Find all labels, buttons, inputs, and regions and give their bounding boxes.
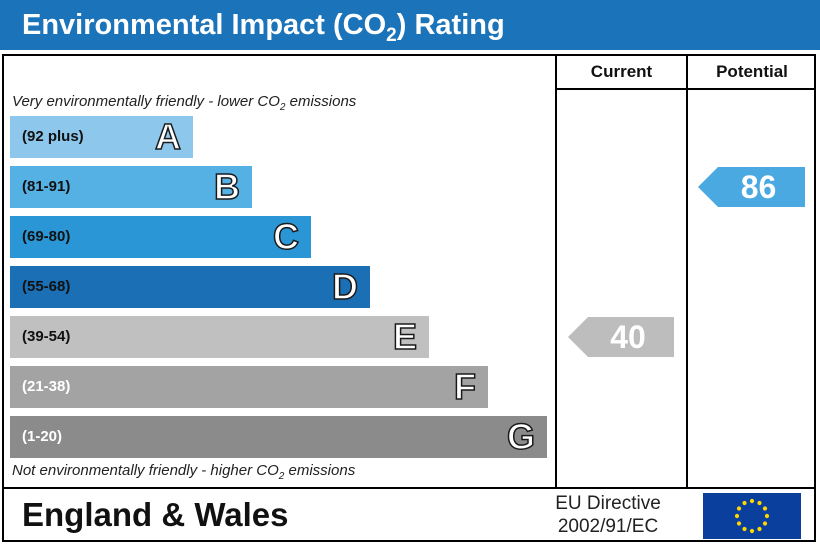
band-b: (81-91) B	[10, 165, 252, 208]
band-letter: C	[272, 215, 300, 258]
eu-star-icon	[749, 498, 755, 504]
eu-star-icon	[742, 526, 747, 532]
band-range-label: (1-20)	[22, 428, 63, 445]
eu-star-icon	[762, 521, 768, 526]
eu-flag-icon	[703, 493, 801, 539]
footer-divider	[2, 487, 816, 489]
eu-star-icon	[736, 506, 742, 511]
note-top: Very environmentally friendly - lower CO…	[12, 93, 357, 113]
chart-title: Environmental Impact (CO2) Rating	[22, 9, 505, 46]
band-letter: F	[453, 365, 477, 408]
band-range-label: (21-38)	[22, 378, 71, 395]
band-range-label: (39-54)	[22, 328, 71, 345]
column-header-current: Current	[590, 62, 653, 81]
band-d: (55-68) D	[10, 265, 370, 308]
band-letter: E	[392, 315, 418, 358]
potential-rating-arrow-shape	[698, 167, 805, 207]
potential-rating-value: 86	[740, 169, 777, 205]
band-range-label: (81-91)	[22, 178, 71, 195]
column-header-potential: Potential	[716, 62, 788, 81]
band-c: (69-80) C	[10, 215, 311, 258]
directive-line-2: 2002/91/EC	[557, 516, 659, 537]
band-e: (39-54) E	[10, 315, 429, 358]
band-letter: G	[506, 415, 536, 458]
region-label: England & Wales	[22, 496, 289, 533]
band-letter: A	[154, 115, 182, 158]
eu-star-icon	[736, 521, 742, 526]
band-letter: B	[213, 165, 241, 208]
header-divider	[557, 88, 816, 90]
divider-potential	[686, 54, 688, 488]
eu-star-icon	[742, 500, 747, 506]
note-bottom: Not environmentally friendly - higher CO…	[12, 462, 356, 482]
directive-line-1: EU Directive	[555, 493, 661, 514]
band-a: (92 plus) A	[10, 115, 193, 158]
divider-current	[555, 54, 557, 488]
current-rating-arrow-shape	[568, 317, 674, 357]
title-bar: Environmental Impact (CO2) Rating	[0, 0, 820, 50]
band-g: (1-20) G	[10, 415, 547, 458]
eu-star-icon	[764, 513, 770, 519]
chart-frame	[2, 54, 816, 542]
eu-directive: EU Directive 2002/91/EC	[522, 492, 694, 538]
band-range-label: (55-68)	[22, 278, 71, 295]
band-range-label: (92 plus)	[22, 128, 84, 145]
eu-star-icon	[762, 506, 768, 511]
band-range-label: (69-80)	[22, 228, 71, 245]
eu-star-icon	[757, 526, 762, 532]
band-f: (21-38) F	[10, 365, 488, 408]
potential-rating-arrow: 86	[698, 167, 805, 207]
current-rating-value: 40	[610, 319, 646, 355]
eu-star-icon	[757, 500, 762, 506]
eu-star-icon	[734, 513, 740, 519]
eu-star-icon	[749, 528, 755, 534]
band-letter: D	[331, 265, 359, 308]
current-rating-arrow: 40	[568, 317, 674, 357]
